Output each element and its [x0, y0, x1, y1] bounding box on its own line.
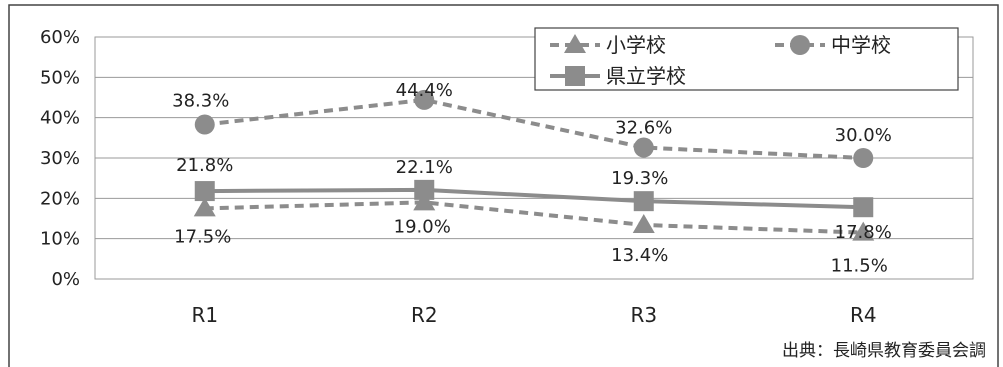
source-note: 出典：長崎県教育委員会調 [782, 341, 986, 361]
axes: 0% 10% 20% 30% 40% 50% 60% R1 R2 R3 R4 [40, 27, 877, 327]
x-tick-label: R2 [411, 303, 438, 327]
data-label: 17.8% [835, 222, 892, 243]
data-point-marker [853, 197, 874, 218]
data-labels: 17.5% 19.0% 13.4% 11.5% 38.3% 44.4% 32.6% 30.0%… [172, 80, 892, 277]
data-point-marker [194, 181, 215, 202]
data-label: 22.1% [396, 157, 453, 178]
data-point-marker [194, 114, 215, 135]
data-point-marker [414, 179, 435, 200]
y-tick-label: 60% [40, 27, 80, 48]
y-tick-label: 40% [40, 108, 80, 129]
legend-box [534, 27, 959, 91]
y-tick-label: 20% [40, 188, 80, 209]
y-tick-label: 0% [51, 269, 80, 290]
data-label: 30.0% [835, 125, 892, 146]
data-label: 13.4% [611, 245, 668, 266]
data-label: 32.6% [615, 118, 672, 139]
y-tick-label: 10% [40, 229, 80, 250]
data-point-marker [193, 197, 216, 217]
series-line [204, 200, 864, 235]
y-tick-label: 50% [40, 67, 80, 88]
data-point-marker [413, 191, 436, 211]
series-line [204, 187, 864, 210]
legend-label: 県立学校 [606, 64, 686, 88]
x-tick-label: R3 [630, 303, 657, 327]
x-tick-label: R1 [191, 303, 218, 327]
y-tick-label: 30% [40, 148, 80, 169]
data-point-marker [632, 213, 655, 233]
chart-frame [8, 4, 999, 367]
legend-swatch-marker [564, 34, 586, 53]
legend-swatch-marker [790, 35, 810, 55]
data-point-marker [633, 191, 654, 212]
data-label: 19.0% [394, 216, 451, 237]
legend-label: 小学校 [606, 33, 666, 57]
data-label: 17.5% [174, 226, 231, 247]
data-label: 19.3% [611, 168, 668, 189]
data-label: 44.4% [396, 80, 453, 101]
data-point-marker [852, 221, 875, 241]
series [193, 89, 875, 241]
legend-swatch-marker [565, 66, 585, 86]
data-point-marker [633, 137, 654, 158]
legend-label: 中学校 [831, 33, 891, 57]
x-tick-label: R4 [850, 303, 877, 327]
series-line [204, 97, 864, 160]
grid [94, 36, 974, 280]
data-label: 11.5% [831, 256, 888, 277]
data-point-marker [853, 148, 874, 168]
data-point-marker [414, 89, 435, 110]
data-label: 21.8% [176, 155, 233, 176]
data-label: 38.3% [172, 91, 229, 112]
